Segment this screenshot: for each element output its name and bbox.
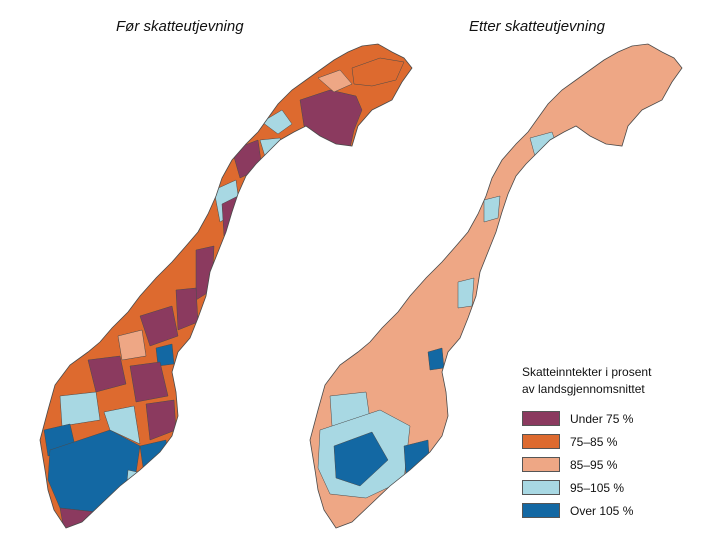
map-title-after: Etter skatteutjevning: [469, 18, 605, 35]
region-innlandet-north: [129, 361, 169, 403]
map-after-regions: [310, 44, 682, 528]
region-trondelag-after: [457, 277, 475, 309]
legend-swatch: [522, 480, 560, 495]
region-vestfold-after: [415, 469, 437, 495]
region-hordaland-after: [333, 431, 389, 487]
map-before-outline: [39, 43, 413, 529]
legend-label: 85–95 %: [570, 457, 618, 472]
map-after-outline: [309, 43, 683, 529]
region-trondelag-b: [117, 329, 147, 361]
region-more-romsdal: [87, 355, 127, 393]
legend-swatch: [522, 503, 560, 518]
legend-title-line2: av landsgjennomsnittet: [522, 382, 645, 396]
legend-swatch: [522, 457, 560, 472]
region-finnmark-north: [351, 57, 405, 87]
legend-swatch: [522, 411, 560, 426]
legend: Skatteinntekter i prosent av landsgjenno…: [522, 364, 651, 522]
legend-label: 75–85 %: [570, 434, 618, 449]
legend-item: Under 75 %: [522, 407, 651, 430]
legend-label: Under 75 %: [570, 411, 634, 426]
legend-item: 85–95 %: [522, 453, 651, 476]
legend-label: Over 105 %: [570, 503, 634, 518]
legend-items: Under 75 % 75–85 % 85–95 % 95–105 % Over 105…: [522, 407, 651, 522]
region-tromso: [261, 109, 293, 135]
region-oslo-after: [403, 439, 431, 477]
map-title-before: Før skatteutjevning: [116, 18, 244, 35]
region-trondelag-a: [139, 305, 179, 347]
region-nordland-after: [483, 195, 501, 223]
legend-item: 95–105 %: [522, 476, 651, 499]
legend-title: Skatteinntekter i prosent av landsgjenno…: [522, 364, 651, 398]
legend-swatch: [522, 434, 560, 449]
region-hallingdal: [103, 405, 141, 445]
legend-title-line1: Skatteinntekter i prosent: [522, 365, 652, 379]
legend-item: Over 105 %: [522, 499, 651, 522]
region-trondheim-after: [427, 347, 445, 371]
region-finnmark-mid: [317, 69, 353, 93]
region-sogn: [59, 391, 101, 427]
legend-item: 75–85 %: [522, 430, 651, 453]
legend-label: 95–105 %: [570, 480, 625, 495]
